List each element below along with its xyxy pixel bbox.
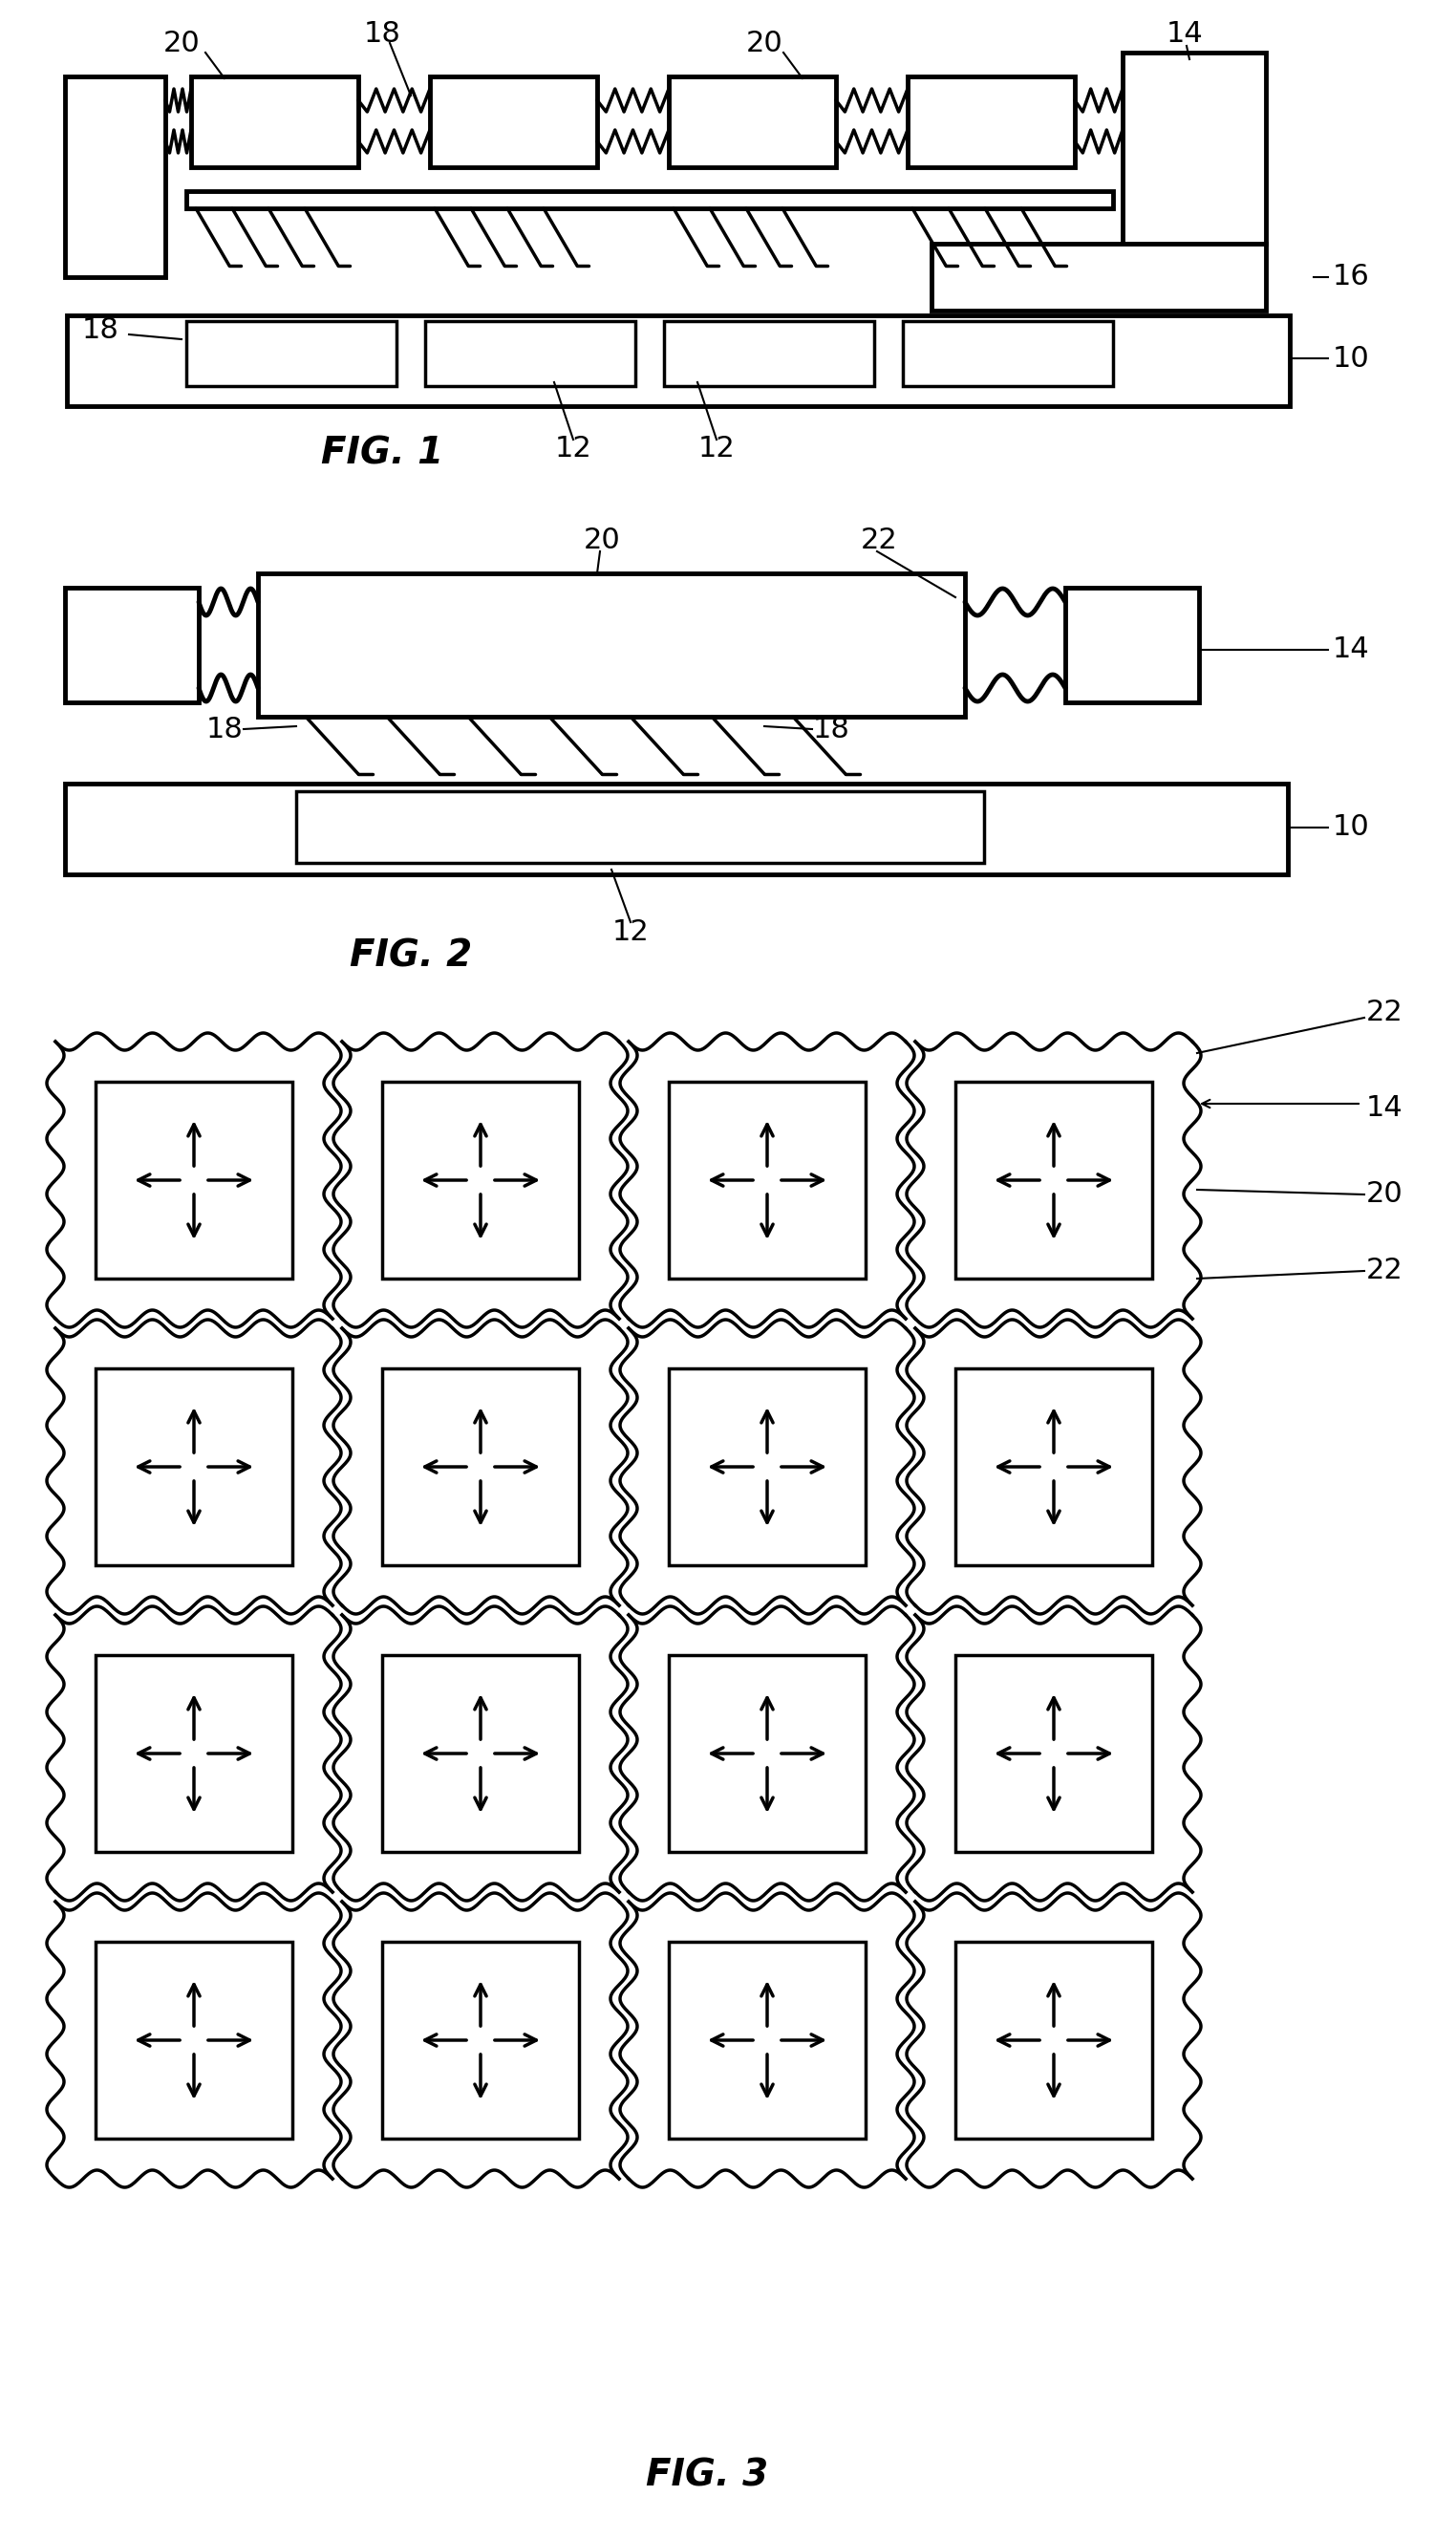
Bar — [668, 1369, 865, 1564]
Text: 20: 20 — [745, 28, 783, 56]
Bar — [903, 320, 1112, 386]
Text: 22: 22 — [860, 526, 897, 554]
Bar — [955, 1655, 1152, 1851]
Bar — [67, 315, 1290, 406]
Text: 18: 18 — [205, 716, 243, 744]
Bar — [66, 785, 1289, 873]
Bar — [1066, 587, 1198, 703]
Bar — [955, 1942, 1152, 2138]
Bar — [955, 1082, 1152, 1280]
Bar — [191, 76, 358, 168]
Text: FIG. 2: FIG. 2 — [349, 937, 472, 975]
Bar — [425, 320, 635, 386]
Text: 10: 10 — [1332, 345, 1370, 373]
Bar — [96, 1655, 293, 1851]
Bar — [186, 190, 1112, 208]
Bar — [96, 1942, 293, 2138]
Bar — [96, 1369, 293, 1564]
Text: 12: 12 — [555, 434, 591, 462]
Text: 12: 12 — [612, 917, 649, 945]
Text: 18: 18 — [812, 716, 850, 744]
Bar — [381, 1369, 579, 1564]
Text: FIG. 3: FIG. 3 — [646, 2458, 769, 2493]
Text: 22: 22 — [1366, 1257, 1404, 1285]
Text: FIG. 1: FIG. 1 — [320, 437, 444, 472]
Bar — [66, 76, 166, 277]
Text: 20: 20 — [584, 526, 620, 554]
Bar — [955, 1369, 1152, 1564]
Text: 10: 10 — [1332, 812, 1370, 840]
Text: 14: 14 — [1366, 1094, 1404, 1122]
Bar — [668, 76, 836, 168]
Bar — [96, 1082, 293, 1280]
Text: 16: 16 — [1332, 264, 1370, 292]
Bar — [381, 1942, 579, 2138]
Text: 18: 18 — [82, 315, 119, 343]
Bar — [664, 320, 874, 386]
Bar — [907, 76, 1075, 168]
Bar — [186, 320, 396, 386]
Bar — [381, 1655, 579, 1851]
Text: 14: 14 — [1166, 20, 1203, 48]
Bar — [258, 574, 965, 716]
Bar — [668, 1655, 865, 1851]
Bar — [381, 1082, 579, 1280]
Bar — [932, 244, 1265, 310]
Text: 12: 12 — [697, 434, 735, 462]
Bar — [1123, 53, 1265, 244]
Bar — [296, 792, 984, 863]
Bar — [668, 1082, 865, 1280]
Text: 20: 20 — [163, 28, 199, 56]
Bar — [430, 76, 597, 168]
Bar — [668, 1942, 865, 2138]
Text: 14: 14 — [1332, 635, 1370, 663]
Text: 20: 20 — [1366, 1181, 1404, 1209]
Text: 18: 18 — [364, 20, 400, 48]
Text: 22: 22 — [1366, 998, 1404, 1026]
Bar — [66, 587, 198, 703]
